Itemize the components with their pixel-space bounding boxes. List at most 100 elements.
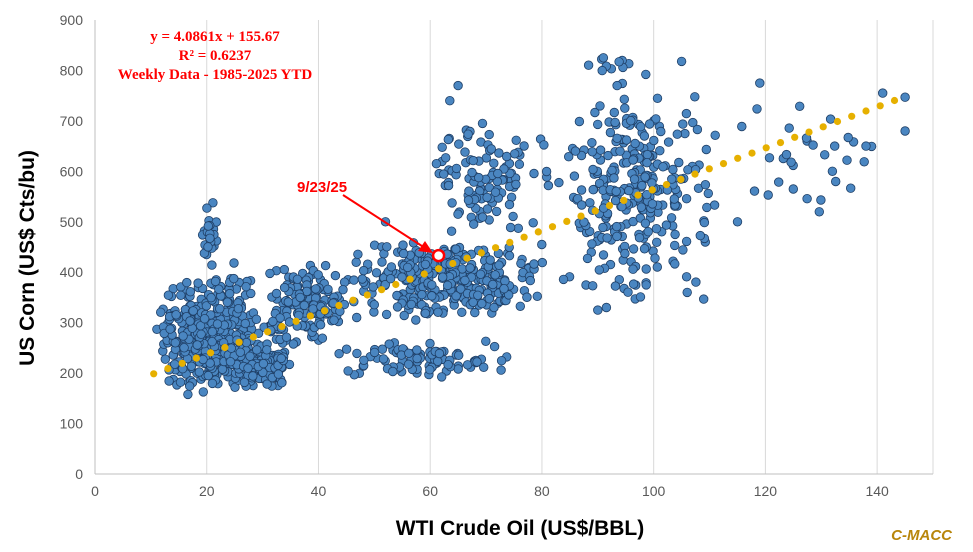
trendline-dot <box>406 275 414 283</box>
data-point <box>827 166 838 177</box>
data-point <box>453 209 463 219</box>
data-point <box>703 188 714 199</box>
data-point <box>460 147 470 157</box>
data-point <box>588 281 598 291</box>
trendline-dot <box>278 322 286 331</box>
data-point <box>603 150 613 161</box>
data-point <box>403 262 413 273</box>
data-point <box>343 366 353 376</box>
data-point <box>595 145 606 155</box>
data-point <box>670 259 680 269</box>
data-point <box>496 356 507 366</box>
data-point <box>639 244 650 254</box>
data-point <box>621 135 632 145</box>
data-point <box>171 310 181 320</box>
data-point <box>194 367 205 377</box>
data-point <box>485 255 495 265</box>
data-point <box>193 278 203 288</box>
trendline-dot <box>805 128 813 136</box>
data-point <box>681 236 692 247</box>
data-point <box>532 291 543 302</box>
data-point <box>522 292 532 303</box>
data-point <box>202 203 212 213</box>
data-point <box>784 123 794 133</box>
data-point <box>588 184 598 195</box>
data-point <box>651 114 661 124</box>
data-point <box>427 291 437 301</box>
data-point <box>661 220 672 230</box>
data-point <box>610 195 621 206</box>
data-point <box>647 199 658 209</box>
data-point <box>403 359 414 370</box>
data-point <box>443 180 454 191</box>
data-point <box>443 134 454 145</box>
data-point <box>252 345 262 355</box>
data-point <box>601 302 612 313</box>
data-point <box>170 338 181 348</box>
data-point <box>656 126 666 137</box>
data-point <box>641 69 651 80</box>
data-point <box>317 333 328 343</box>
x-tick-label: 120 <box>754 483 778 499</box>
data-point <box>284 317 295 327</box>
data-point <box>529 259 539 269</box>
x-tick-labels: 0 20 40 60 80 100 120 140 <box>91 483 889 499</box>
data-point <box>491 206 502 217</box>
data-point <box>651 223 662 234</box>
data-point <box>816 195 826 205</box>
trendline-dot <box>520 233 528 241</box>
data-point <box>598 53 609 63</box>
highlight-arrow-line <box>342 194 426 249</box>
data-point <box>861 141 871 151</box>
data-point <box>620 248 630 259</box>
data-point <box>451 291 461 301</box>
data-point <box>165 324 175 334</box>
data-point <box>454 139 464 149</box>
data-point <box>388 366 398 377</box>
data-point <box>802 193 812 204</box>
data-point <box>590 107 600 118</box>
x-tick-label: 20 <box>199 483 215 499</box>
data-point <box>240 318 251 329</box>
data-point <box>175 377 186 387</box>
x-tick-label: 140 <box>865 483 889 499</box>
data-point <box>433 307 443 318</box>
trendline-dot <box>492 244 500 252</box>
data-point <box>529 168 539 179</box>
trendline-dot <box>762 144 770 152</box>
data-point <box>620 103 630 113</box>
data-point <box>245 351 255 362</box>
data-point <box>281 332 292 342</box>
data-point <box>504 250 515 261</box>
data-point <box>505 222 516 233</box>
data-point <box>437 142 447 153</box>
data-point <box>431 158 442 169</box>
data-point <box>702 202 712 213</box>
data-point <box>183 389 193 400</box>
data-point <box>484 294 495 304</box>
data-point <box>786 157 796 167</box>
y-tick-label: 100 <box>60 416 84 432</box>
data-point <box>243 363 253 373</box>
x-axis-title: WTI Crude Oil (US$/BBL) <box>396 517 645 540</box>
data-point <box>349 275 359 285</box>
data-point <box>311 284 321 294</box>
data-point <box>564 151 574 162</box>
data-point <box>184 381 195 391</box>
data-point <box>629 174 640 184</box>
data-point <box>494 148 504 158</box>
data-point <box>681 272 692 282</box>
data-point <box>353 249 363 260</box>
trendline <box>150 96 899 378</box>
data-point <box>295 292 305 303</box>
data-point <box>381 309 392 320</box>
data-point <box>900 92 910 102</box>
y-tick-label: 200 <box>60 365 84 381</box>
data-point <box>755 78 765 88</box>
data-point <box>537 239 547 250</box>
data-point <box>465 263 475 273</box>
trendline-dot <box>349 296 357 304</box>
data-point <box>265 268 275 279</box>
data-point <box>499 284 509 294</box>
